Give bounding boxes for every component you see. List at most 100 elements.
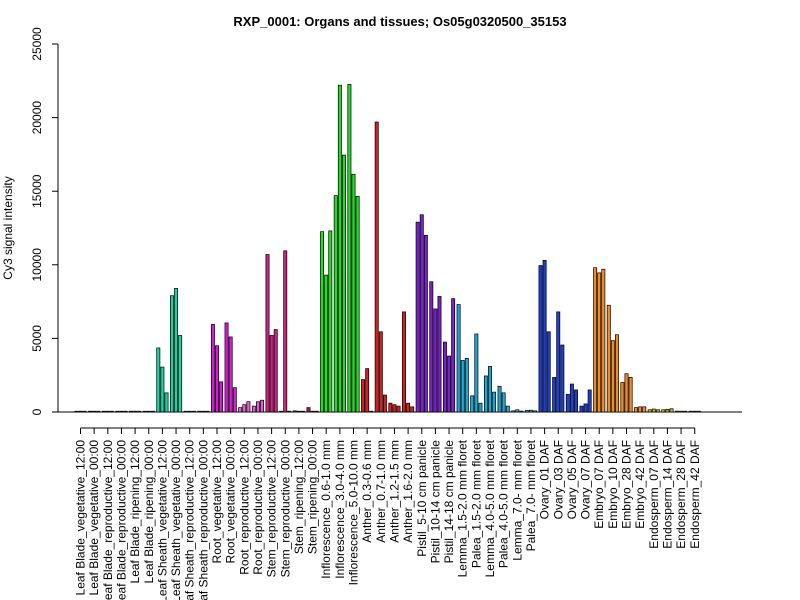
bar [546, 331, 551, 413]
bar [669, 408, 674, 413]
bar [101, 410, 106, 413]
x-tick-label: Anther_1.6-2.0 mm [401, 440, 415, 543]
x-tick-label: Ovary_05 DAF [565, 440, 579, 519]
x-tick-label: Root_vegetative_00:00 [224, 440, 238, 564]
x-tick-label: Palea_4.0-5.0 mm floret [497, 439, 511, 568]
bar [283, 250, 288, 413]
bar [265, 254, 270, 413]
bar [269, 335, 274, 413]
x-tick-label: Inflorescence_5.0-10.0 mm [347, 440, 361, 585]
bar [569, 383, 574, 413]
bar [365, 368, 370, 413]
bar [201, 410, 206, 413]
bar [429, 281, 434, 413]
bar [310, 410, 315, 413]
bar [187, 410, 192, 413]
bar [150, 410, 155, 413]
bar [579, 405, 584, 413]
bar [443, 341, 447, 413]
bar [675, 410, 679, 413]
x-tick-label: Pistil_5-10 cm panicle [415, 440, 429, 557]
bar [624, 373, 629, 413]
bar [497, 385, 502, 413]
bar [451, 298, 456, 413]
x-tick-label: Leaf Blade_reproductive_12:00 [101, 440, 115, 600]
bar [651, 408, 656, 413]
x-tick-label: Stem_reproductive_00:00 [278, 440, 292, 578]
y-axis-label: Cy3 signal intensity [1, 176, 15, 279]
bar [369, 410, 374, 413]
x-tick-label: Ovary_03 DAF [551, 440, 565, 519]
bar [464, 357, 469, 413]
bar [456, 304, 461, 413]
y-axis: 0 5000 10000 15000 20000 25000 [30, 27, 59, 415]
x-tick-label: Stem_ripening_00:00 [306, 440, 320, 554]
bar [260, 399, 265, 413]
bar [388, 402, 393, 413]
x-tick-label: Leaf Sheath_reproductive_12:00 [183, 440, 197, 600]
bar [156, 347, 161, 413]
bar [133, 410, 138, 413]
bar [224, 322, 229, 413]
x-tick-label: Root_reproductive_12:00 [237, 440, 251, 575]
bar [460, 360, 465, 413]
bar [565, 393, 570, 413]
x-tick-label: Pistil_10-14 cm panicle [428, 440, 442, 564]
x-tick-label: Anther_0.7-1.0 mm [374, 440, 388, 543]
x-tick-label: Leaf Blade_vegetative_00:00 [87, 440, 101, 596]
x-tick-label: Lemma_4.0-5.0 mm floret [483, 439, 497, 577]
bar [692, 410, 697, 413]
bar [347, 84, 352, 413]
bar [351, 173, 356, 413]
bar [109, 410, 114, 413]
bar [228, 336, 233, 413]
x-tick-label: Endosperm_42 DAF [688, 440, 702, 549]
bar [406, 402, 411, 413]
bar [524, 410, 529, 413]
x-tick-label: Embryo_07 DAF [592, 440, 606, 529]
bar [306, 407, 311, 413]
bar [301, 410, 305, 413]
x-tick-label: Pistil_14-18 cm panicle [442, 440, 456, 564]
bar [538, 265, 543, 413]
bar [191, 410, 196, 413]
bar [374, 121, 379, 413]
bar [178, 335, 183, 413]
bar [174, 288, 178, 413]
x-tick-label: Leaf Blade_ripening_12:00 [128, 440, 142, 584]
bar [642, 406, 647, 413]
x-tick-label: Lemma_7.0- mm floret [510, 439, 524, 560]
bar [164, 392, 169, 413]
y-tick-label: 20000 [30, 101, 44, 135]
bar [333, 195, 338, 413]
x-tick-label: Stem_ripening_12:00 [292, 440, 306, 554]
bar [647, 409, 652, 413]
bar [679, 410, 684, 413]
bar [696, 410, 701, 413]
bar [556, 311, 561, 413]
x-tick-label: Anther_0.3-0.6 mm [360, 440, 374, 543]
x-tick-label: Endosperm_28 DAF [674, 440, 688, 549]
bar [606, 304, 611, 413]
bar [433, 308, 438, 413]
bar [256, 401, 260, 413]
bar [210, 324, 215, 413]
x-tick-label: Leaf Blade_vegetative_12:00 [74, 440, 88, 596]
bar [574, 389, 578, 413]
bar [665, 409, 670, 413]
bar [242, 404, 247, 413]
x-tick-label: Root_reproductive_00:00 [251, 440, 265, 575]
bar [115, 410, 120, 413]
bar [587, 389, 592, 413]
x-tick-label: Inflorescence_0.6-1.0 mm [319, 440, 333, 579]
y-tick-label: 15000 [30, 174, 44, 208]
bar [342, 154, 346, 413]
bar [552, 377, 557, 413]
bar [515, 409, 520, 413]
bar [634, 407, 639, 413]
bar [320, 231, 325, 413]
bar [392, 404, 397, 413]
bar [610, 340, 615, 413]
bar [160, 366, 165, 413]
bar [382, 394, 387, 413]
